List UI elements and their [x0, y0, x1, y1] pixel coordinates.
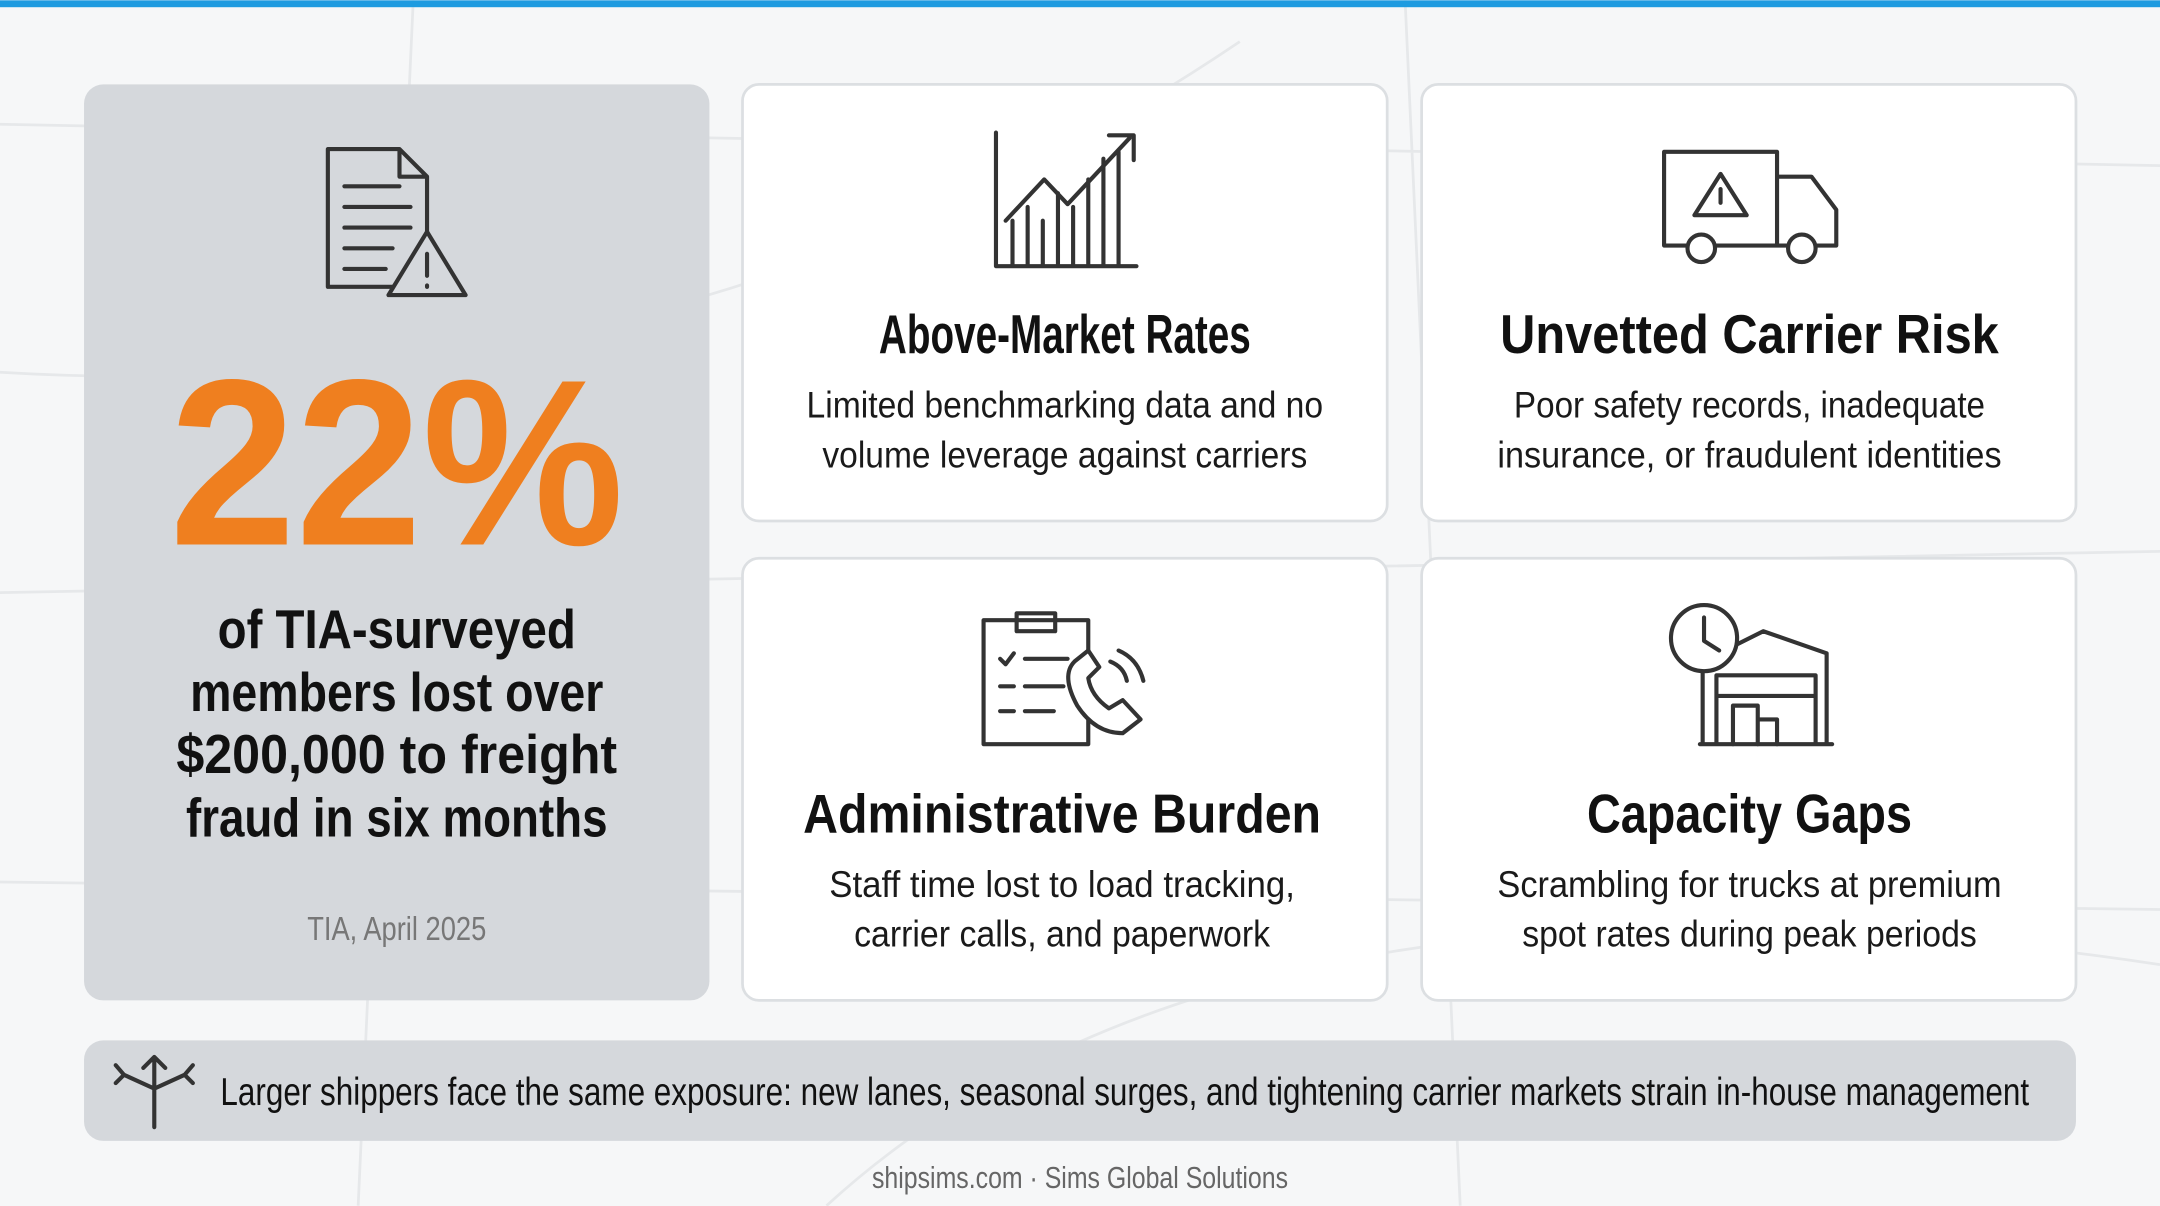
- banner: [84, 1040, 2076, 1141]
- clipboard-phone-icon: [981, 611, 1146, 747]
- card: [741, 82, 1389, 523]
- card: [1420, 82, 2078, 523]
- truck-icon: [1662, 149, 1839, 265]
- stat-source: TIA, April 2025: [307, 911, 486, 948]
- split-arrows-icon: [113, 1054, 195, 1130]
- cards: [741, 82, 2078, 1002]
- stat-description: of TIA-surveyed: [218, 598, 576, 660]
- card-description: Staff time lost to load tracking,: [829, 863, 1295, 905]
- card-description: insurance, or fraudulent identities: [1497, 433, 2001, 475]
- warehouse-clock-icon: [1668, 603, 1835, 747]
- footer-credit: shipsims.com · Sims Global Solutions: [872, 1162, 1288, 1195]
- card-title: Above-Market Rates: [879, 303, 1251, 365]
- document-warning-icon: [325, 147, 468, 298]
- card-description: spot rates during peak periods: [1522, 913, 1977, 955]
- card-description: Limited benchmarking data and no: [807, 384, 1324, 426]
- banner-text: Larger shippers face the same exposure: …: [220, 1071, 2029, 1114]
- card: [741, 556, 1389, 1002]
- card-description: Scrambling for trucks at premium: [1497, 863, 2001, 905]
- top-bar: [0, 0, 2160, 8]
- stat-value: 22%: [169, 331, 624, 595]
- card-description: volume leverage against carriers: [822, 433, 1307, 475]
- chart-icon: [993, 130, 1139, 269]
- stat-description: $200,000 to freight: [176, 723, 617, 785]
- card-title: Administrative Burden: [803, 782, 1321, 844]
- card: [1420, 556, 2078, 1002]
- stat-description: members lost over: [190, 661, 603, 723]
- card-title: Unvetted Carrier Risk: [1500, 303, 1999, 365]
- card-description: Poor safety records, inadequate: [1514, 384, 1985, 426]
- card-title: Capacity Gaps: [1587, 782, 1912, 844]
- card-description: carrier calls, and paperwork: [854, 913, 1270, 955]
- stat-panel: [84, 84, 710, 1001]
- stat-description: fraud in six months: [186, 786, 608, 848]
